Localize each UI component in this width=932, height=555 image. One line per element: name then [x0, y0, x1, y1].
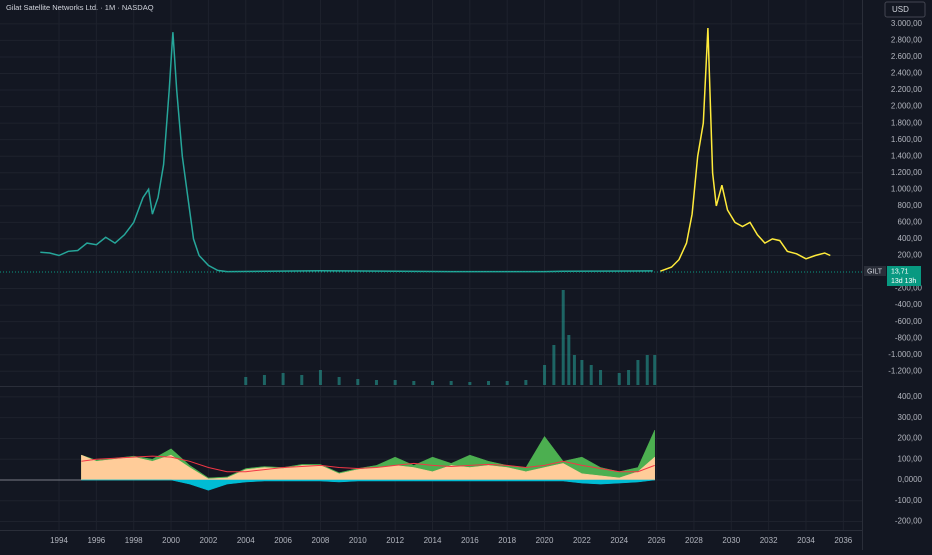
- volume-bar: [244, 377, 248, 385]
- symbol-tag-text: GILT: [867, 268, 883, 275]
- y-tick-label: 800,00: [898, 201, 923, 210]
- volume-bar: [449, 381, 453, 385]
- x-tick-label: 2036: [834, 536, 852, 545]
- y-tick-label: 100,00: [898, 454, 923, 463]
- y-tick-label: 2.200,00: [891, 85, 923, 94]
- volume-bar: [337, 377, 341, 385]
- y-tick-label: -1.000,00: [888, 350, 922, 359]
- x-tick-label: 1996: [87, 536, 105, 545]
- x-tick-label: 2032: [760, 536, 778, 545]
- volume-bar: [300, 375, 304, 385]
- y-tick-label: 400,00: [898, 234, 923, 243]
- indicator-area: [81, 479, 655, 491]
- x-tick-label: 2022: [573, 536, 591, 545]
- symbol-tag: [864, 266, 886, 276]
- y-tick-label: 600,00: [898, 218, 923, 227]
- price: 13,71: [891, 268, 909, 275]
- y-tick-label: 200,00: [898, 251, 923, 260]
- y-tick-label: 0,0000: [898, 475, 923, 484]
- y-tick-label: -100,00: [895, 496, 923, 505]
- currency[interactable]: USD: [892, 5, 909, 14]
- y-tick-label: 1.400,00: [891, 151, 923, 160]
- x-tick-label: 2000: [162, 536, 180, 545]
- y-tick-label: -400,00: [895, 300, 923, 309]
- x-tick-label: 2004: [237, 536, 255, 545]
- x-tick-label: 2020: [536, 536, 554, 545]
- countdown: 13d 13h: [891, 278, 916, 285]
- volume-bar: [374, 380, 378, 385]
- x-tick-label: 1994: [50, 536, 68, 545]
- x-tick-label: 2018: [498, 536, 516, 545]
- y-tick-label: 2.600,00: [891, 52, 923, 61]
- axis-labels: 1994 1996 1998 2000 2002 2004 2006 2008 2010 2012…: [50, 19, 922, 545]
- x-tick-label: 2028: [685, 536, 703, 545]
- y-tick-label: 2.000,00: [891, 102, 923, 111]
- y-tick-label: 200,00: [898, 434, 923, 443]
- volume-bar: [645, 355, 649, 385]
- volume-bar: [543, 365, 547, 385]
- volume-bar: [524, 380, 528, 385]
- x-tick-label: 2008: [312, 536, 330, 545]
- price-line: [40, 32, 653, 273]
- y-tick-label: 1.200,00: [891, 168, 923, 177]
- y-tick-label: 3.000,00: [891, 19, 923, 28]
- x-tick-label: 2012: [386, 536, 404, 545]
- volume-bar: [281, 373, 285, 385]
- price-tag: [887, 266, 921, 286]
- y-tick-label: 1.000,00: [891, 184, 923, 193]
- x-tick-label: 1998: [125, 536, 143, 545]
- volume-bar: [589, 365, 593, 385]
- y-tick-label: -200,00: [895, 284, 923, 293]
- volume-bar: [552, 345, 556, 385]
- volume-bar: [653, 355, 657, 385]
- volume-bar: [487, 381, 491, 385]
- x-tick-label: 2010: [349, 536, 367, 545]
- currency-button[interactable]: [884, 1, 926, 18]
- volume-bar: [572, 355, 576, 385]
- y-tick-label: 1.600,00: [891, 135, 923, 144]
- y-tick-label: 400,00: [898, 392, 923, 401]
- y-tick-label: -1.200,00: [888, 366, 922, 375]
- x-tick-label: 2026: [648, 536, 666, 545]
- y-tick-label: 1.800,00: [891, 118, 923, 127]
- x-tick-label: 2002: [200, 536, 218, 545]
- volume-bar: [561, 290, 565, 385]
- x-tick-label: 2006: [274, 536, 292, 545]
- y-tick-label: -800,00: [895, 333, 923, 342]
- y-tick-label: 300,00: [898, 413, 923, 422]
- y-tick-label: 2.800,00: [891, 36, 923, 45]
- volume-bar: [393, 380, 397, 385]
- x-tick-label: 2016: [461, 536, 479, 545]
- volume-bar: [430, 381, 434, 385]
- indicator-line: [81, 455, 655, 473]
- x-tick-label: 2024: [610, 536, 628, 545]
- volume-bar: [356, 379, 360, 385]
- volume-bar: [262, 375, 266, 385]
- volume-bar: [468, 382, 472, 385]
- plot: [0, 27, 831, 491]
- symbol-title: Gilat Satellite Networks Ltd. · 1M · NAS…: [6, 3, 154, 12]
- volume-bar: [580, 360, 584, 385]
- volume-bar: [318, 370, 322, 385]
- volume-bar: [412, 381, 416, 385]
- y-tick-label: 2.400,00: [891, 69, 923, 78]
- price-line: [660, 27, 831, 272]
- x-tick-label: 2014: [424, 536, 442, 545]
- volume-bar: [505, 381, 509, 385]
- volume-bar: [567, 335, 571, 385]
- volume-bar: [599, 370, 603, 385]
- y-tick-label: -200,00: [895, 517, 923, 526]
- volume-bar: [617, 373, 621, 385]
- volume-bar: [627, 370, 631, 385]
- y-tick-label: -600,00: [895, 317, 923, 326]
- x-tick-label: 2034: [797, 536, 815, 545]
- x-tick-label: 2030: [722, 536, 740, 545]
- volume-bar: [636, 360, 640, 385]
